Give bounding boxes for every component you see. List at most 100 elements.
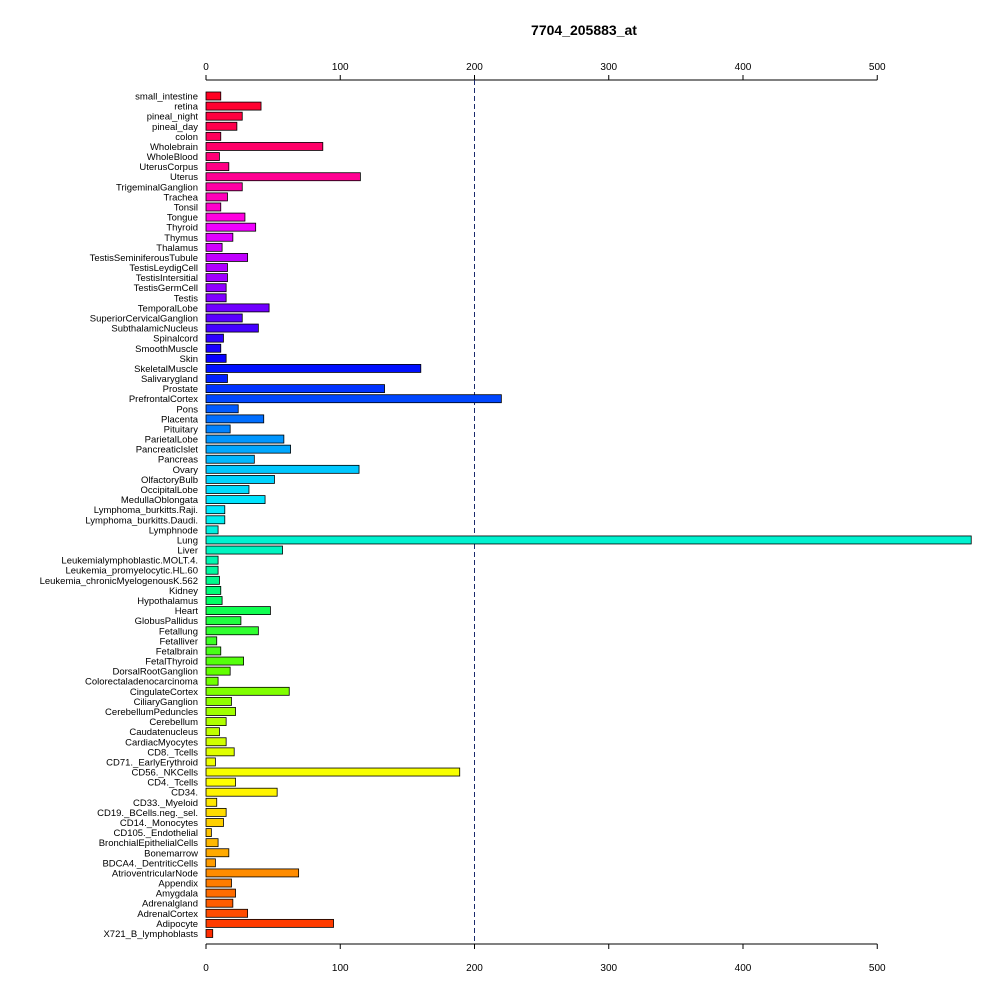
category-label: SmoothMuscle: [135, 344, 198, 355]
category-label: Lymphoma_burkitts.Daudi.: [85, 515, 198, 526]
top-tick-label: 100: [332, 62, 349, 73]
category-label: CD71._EarlyErythroid: [106, 757, 198, 768]
category-label: Lymphoma_burkitts.Raji.: [94, 505, 198, 516]
bar: [205, 303, 270, 313]
bar: [205, 424, 231, 434]
category-label: Caudatenucleus: [129, 727, 198, 738]
bar: [205, 353, 227, 363]
top-tick-label: 400: [735, 62, 752, 73]
category-label: TestisSeminiferousTubule: [90, 253, 198, 264]
bar: [205, 575, 220, 585]
bottom-tick-label: 0: [203, 963, 209, 974]
bar: [205, 545, 283, 555]
category-label: PancreaticIslet: [136, 445, 199, 456]
category-label: CD8._Tcells: [147, 747, 198, 758]
bottom-tick-label: 400: [735, 963, 752, 974]
bar: [205, 676, 219, 686]
category-label: TrigeminalGanglion: [116, 182, 198, 193]
category-label: OccipitalLobe: [140, 485, 198, 496]
category-label: Ovary: [173, 465, 199, 476]
bar: [205, 313, 243, 323]
bar: [205, 475, 275, 484]
category-label: BDCA4._DentriticCells: [102, 858, 198, 869]
category-label: Testis: [174, 293, 199, 304]
category-label: Fetallung: [159, 626, 198, 637]
bar: [205, 343, 222, 353]
category-label: TestisLeydigCell: [129, 263, 198, 274]
category-label: Lung: [177, 535, 198, 546]
bar: [205, 323, 259, 333]
category-label: CiliaryGanglion: [134, 697, 198, 708]
category-label: Heart: [175, 606, 199, 617]
top-x-axis: 0 100 200 300 400 500: [203, 62, 886, 81]
category-label: DorsalRootGanglion: [112, 667, 198, 678]
bar: [205, 232, 234, 242]
chart-title: 7704_205883_at: [531, 22, 637, 38]
bar: [205, 263, 228, 272]
bar: [205, 182, 243, 192]
category-label: Lymphnode: [149, 525, 198, 536]
category-label: CD4._Tcells: [147, 778, 198, 789]
bar: [205, 91, 222, 101]
category-label: Appendix: [158, 879, 198, 890]
category-label: SubthalamicNucleus: [111, 324, 198, 335]
bar: [205, 737, 227, 747]
category-label: Uterus: [170, 172, 198, 183]
bar: [205, 626, 259, 636]
bar: [205, 848, 230, 858]
category-label: Liver: [177, 546, 198, 557]
category-label: Leukemialymphoblastic.MOLT.4.: [61, 556, 198, 567]
bar: [205, 333, 224, 343]
bar: [205, 697, 232, 706]
bottom-x-axis: 0 100 200 300 400 500: [203, 943, 886, 974]
category-label: Leukemia_promyelocytic.HL.60: [65, 566, 198, 577]
bar: [205, 222, 257, 232]
bar: [205, 525, 219, 535]
top-tick-label: 200: [466, 62, 483, 73]
category-label: TemporalLobe: [138, 303, 198, 314]
bar: [205, 394, 502, 404]
category-label: colon: [175, 132, 198, 143]
category-label: UterusCorpus: [139, 162, 198, 173]
category-label: TestisGermCell: [134, 283, 198, 294]
bar: [205, 646, 222, 656]
category-label: Pancreas: [158, 455, 198, 466]
bar: [205, 535, 972, 545]
bar: [205, 172, 361, 182]
category-label: AtrioventricularNode: [112, 868, 198, 879]
bar: [205, 293, 227, 303]
bar: [205, 767, 461, 777]
bar: [205, 364, 422, 373]
bottom-tick-label: 500: [869, 963, 886, 974]
bar: [205, 797, 218, 807]
category-label: ParietalLobe: [145, 435, 198, 446]
bar: [205, 757, 216, 767]
bar: [205, 787, 278, 797]
bars-group: [205, 91, 972, 938]
category-label: Fetalliver: [159, 636, 198, 647]
top-tick-label: 0: [203, 62, 209, 73]
bar: [205, 111, 243, 121]
top-tick-label: 500: [869, 62, 886, 73]
category-label: AdrenalCortex: [137, 909, 198, 920]
category-label: SkeletalMuscle: [134, 364, 198, 375]
category-label: FetalThyroid: [145, 657, 198, 668]
category-label: CardiacMyocytes: [125, 737, 198, 748]
category-label: CD33._Myeloid: [133, 798, 198, 809]
bar: [205, 444, 291, 454]
bar: [205, 908, 249, 918]
top-tick-label: 300: [600, 62, 617, 73]
bar: [205, 555, 219, 565]
category-labels-group: small_intestineretinapineal_nightpineal_…: [40, 92, 199, 940]
category-label: CD19._BCells.neg._sel.: [97, 808, 198, 819]
bar: [205, 414, 265, 424]
category-label: CD56._NKCells: [131, 768, 198, 779]
category-label: pineal_day: [152, 122, 198, 133]
category-label: Bonemarrow: [144, 848, 198, 859]
bar: [205, 898, 234, 908]
category-label: PrefrontalCortex: [129, 394, 198, 405]
category-label: pineal_night: [147, 112, 199, 123]
bar: [205, 242, 223, 252]
bar: [205, 727, 220, 737]
